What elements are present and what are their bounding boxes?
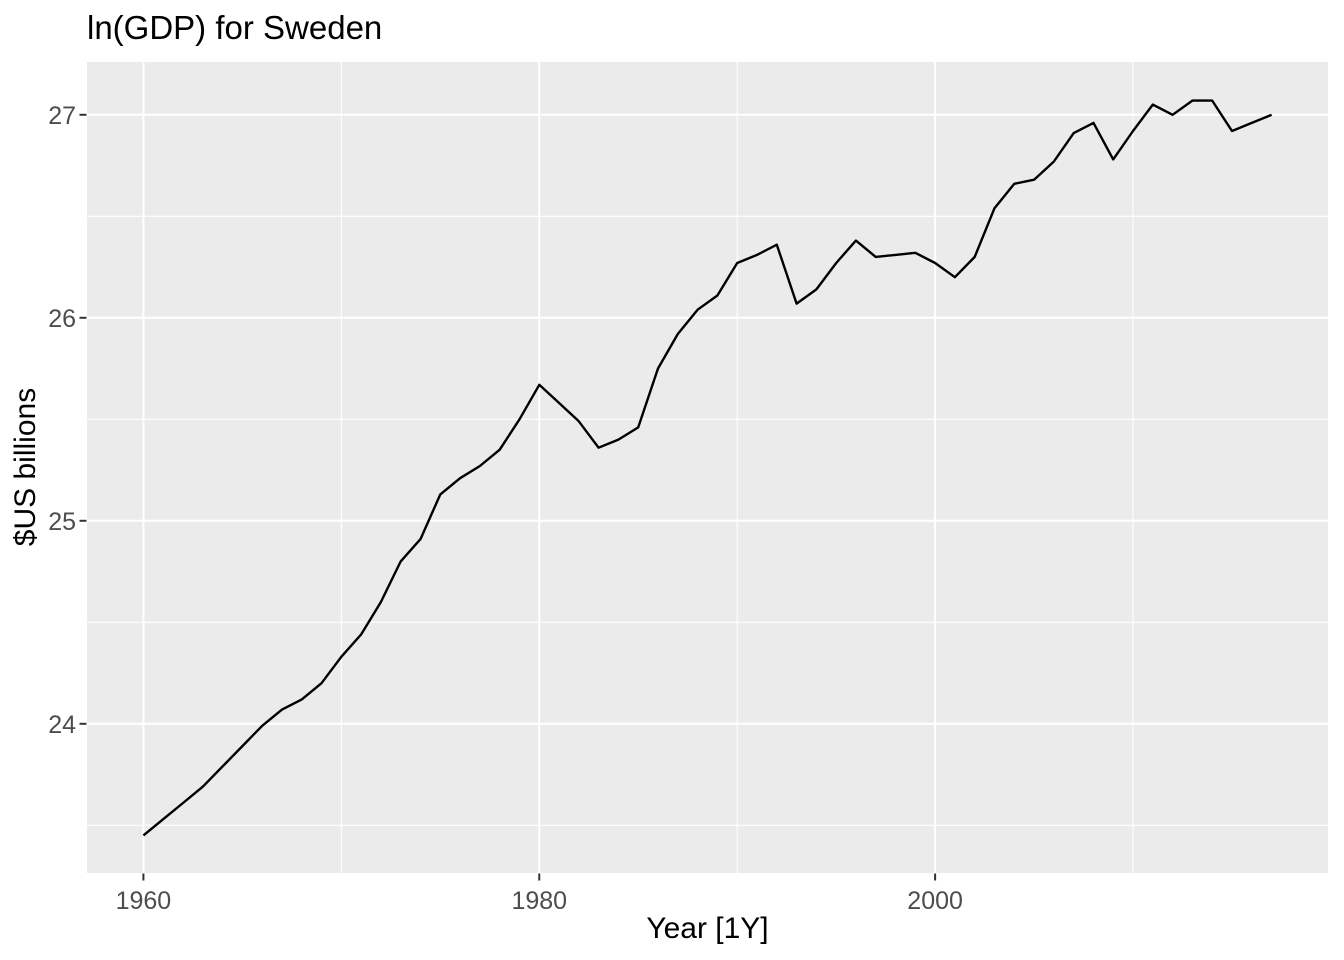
y-axis-title: $US billions — [9, 387, 42, 547]
x-tick-label: 2000 — [907, 887, 963, 915]
plot-panel — [87, 62, 1328, 873]
chart-title: ln(GDP) for Sweden — [87, 9, 383, 46]
y-tick-label: 24 — [48, 711, 76, 739]
x-tick-label: 1980 — [511, 887, 567, 915]
x-tick-label: 1960 — [116, 887, 172, 915]
y-tick-label: 26 — [48, 305, 76, 333]
y-tick-label: 25 — [48, 508, 76, 536]
series-line — [142, 99, 1273, 837]
x-axis-title: Year [1Y] — [646, 912, 769, 945]
y-tick-label: 27 — [48, 102, 76, 130]
